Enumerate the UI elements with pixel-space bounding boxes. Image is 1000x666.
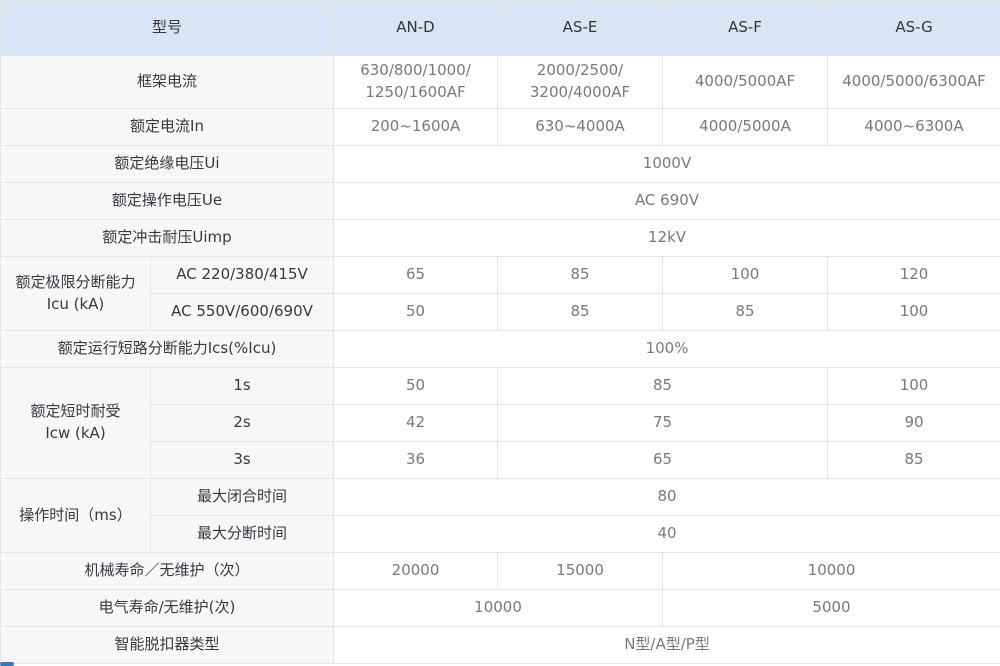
- header-row: 型号 AN-D AS-E AS-F AS-G: [0, 0, 1000, 56]
- header-cell: 型号: [0, 0, 335, 56]
- header-cell: AN-D: [333, 0, 499, 56]
- value-cell: 36: [333, 441, 499, 479]
- value-cell: 65: [333, 256, 499, 294]
- value-cell: 4000/5000AF: [662, 55, 829, 109]
- value-cell: 100%: [333, 330, 1000, 368]
- value-cell: 100: [827, 293, 1000, 331]
- value-cell: 630/800/1000/ 1250/1600AF: [333, 55, 499, 109]
- value-cell: 50: [333, 293, 499, 331]
- value-cell: 4000~6300A: [827, 108, 1000, 146]
- value-cell: 40: [333, 515, 1000, 553]
- value-cell: 65: [497, 441, 829, 479]
- table-row: 额定冲击耐压Uimp 12kV: [0, 219, 1000, 257]
- value-cell: 10000: [333, 589, 664, 627]
- table-row: 2s 42 75 90: [1, 404, 1000, 442]
- table-row: 最大分断时间 40: [1, 515, 1000, 553]
- label-cell: 框架电流: [0, 55, 335, 109]
- value-cell: 120: [827, 256, 1000, 294]
- table-row: 额定电流In 200~1600A 630~4000A 4000/5000A 4000~6…: [0, 108, 1000, 146]
- value-cell: 4000/5000A: [662, 108, 829, 146]
- value-cell: 5000: [662, 589, 1000, 627]
- value-cell: 90: [827, 404, 1000, 442]
- label-cell: 额定运行短路分断能力Ics(%Icu): [0, 330, 335, 368]
- value-cell: N型/A型/P型: [333, 626, 1000, 664]
- value-cell: 15000: [497, 552, 664, 590]
- label-cell: 操作时间（ms）: [0, 478, 151, 553]
- table-row: 框架电流 630/800/1000/ 1250/1600AF 2000/2500/ …: [0, 55, 1000, 109]
- value-cell: 20000: [333, 552, 499, 590]
- sublabel-cell: AC 220/380/415V: [149, 256, 335, 294]
- value-cell: 10000: [662, 552, 1000, 590]
- value-cell: 85: [662, 293, 829, 331]
- value-cell: AC 690V: [333, 182, 1000, 220]
- value-cell: 50: [333, 367, 499, 405]
- sublabel-cell: 3s: [149, 441, 335, 479]
- table-row: 智能脱扣器类型 N型/A型/P型: [0, 626, 1000, 664]
- value-cell: 85: [497, 256, 664, 294]
- value-cell: 85: [497, 293, 664, 331]
- table-row: 额定短时耐受 Icw (kA) 1s 50 85 100: [0, 367, 1000, 479]
- sublabel-cell: AC 550V/600/690V: [149, 293, 335, 331]
- value-cell: 12kV: [333, 219, 1000, 257]
- header-cell: AS-G: [827, 0, 1000, 56]
- table-row: 操作时间（ms） 最大闭合时间 80: [0, 478, 1000, 553]
- label-cell: 机械寿命／无维护（次）: [0, 552, 335, 590]
- value-cell: 100: [662, 256, 829, 294]
- label-cell: 额定短时耐受 Icw (kA): [0, 367, 151, 479]
- value-cell: 42: [333, 404, 499, 442]
- table-row: 额定极限分断能力 Icu (kA) AC 220/380/415V 65 85 100 1…: [0, 256, 1000, 331]
- table-row: AC 550V/600/690V 50 85 85 100: [1, 293, 1000, 331]
- sublabel-cell: 最大闭合时间: [149, 478, 335, 516]
- label-cell: 智能脱扣器类型: [0, 626, 335, 664]
- sublabel-cell: 最大分断时间: [149, 515, 335, 553]
- table-row: 机械寿命／无维护（次） 20000 15000 10000: [0, 552, 1000, 590]
- sublabel-cell: 2s: [149, 404, 335, 442]
- label-cell: 电气寿命/无维护(次): [0, 589, 335, 627]
- label-cell: 额定操作电压Ue: [0, 182, 335, 220]
- sublabel-cell: 1s: [149, 367, 335, 405]
- value-cell: 100: [827, 367, 1000, 405]
- value-cell: 4000/5000/6300AF: [827, 55, 1000, 109]
- table-row: 额定绝缘电压Ui 1000V: [0, 145, 1000, 183]
- horizontal-scrollbar-thumb[interactable]: [0, 662, 14, 666]
- value-cell: 200~1600A: [333, 108, 499, 146]
- header-cell: AS-F: [662, 0, 829, 56]
- table-row: 电气寿命/无维护(次) 10000 5000: [0, 589, 1000, 627]
- label-cell: 额定电流In: [0, 108, 335, 146]
- label-cell: 额定冲击耐压Uimp: [0, 219, 335, 257]
- table-row: 额定操作电压Ue AC 690V: [0, 182, 1000, 220]
- label-cell: 额定极限分断能力 Icu (kA): [0, 256, 151, 331]
- value-cell: 75: [497, 404, 829, 442]
- value-cell: 80: [333, 478, 1000, 516]
- value-cell: 85: [827, 441, 1000, 479]
- table-row: 额定运行短路分断能力Ics(%Icu) 100%: [0, 330, 1000, 368]
- header-cell: AS-E: [497, 0, 664, 56]
- table-row: 3s 36 65 85: [1, 441, 1000, 479]
- value-cell: 2000/2500/ 3200/4000AF: [497, 55, 664, 109]
- value-cell: 630~4000A: [497, 108, 664, 146]
- label-cell: 额定绝缘电压Ui: [0, 145, 335, 183]
- value-cell: 85: [497, 367, 829, 405]
- value-cell: 1000V: [333, 145, 1000, 183]
